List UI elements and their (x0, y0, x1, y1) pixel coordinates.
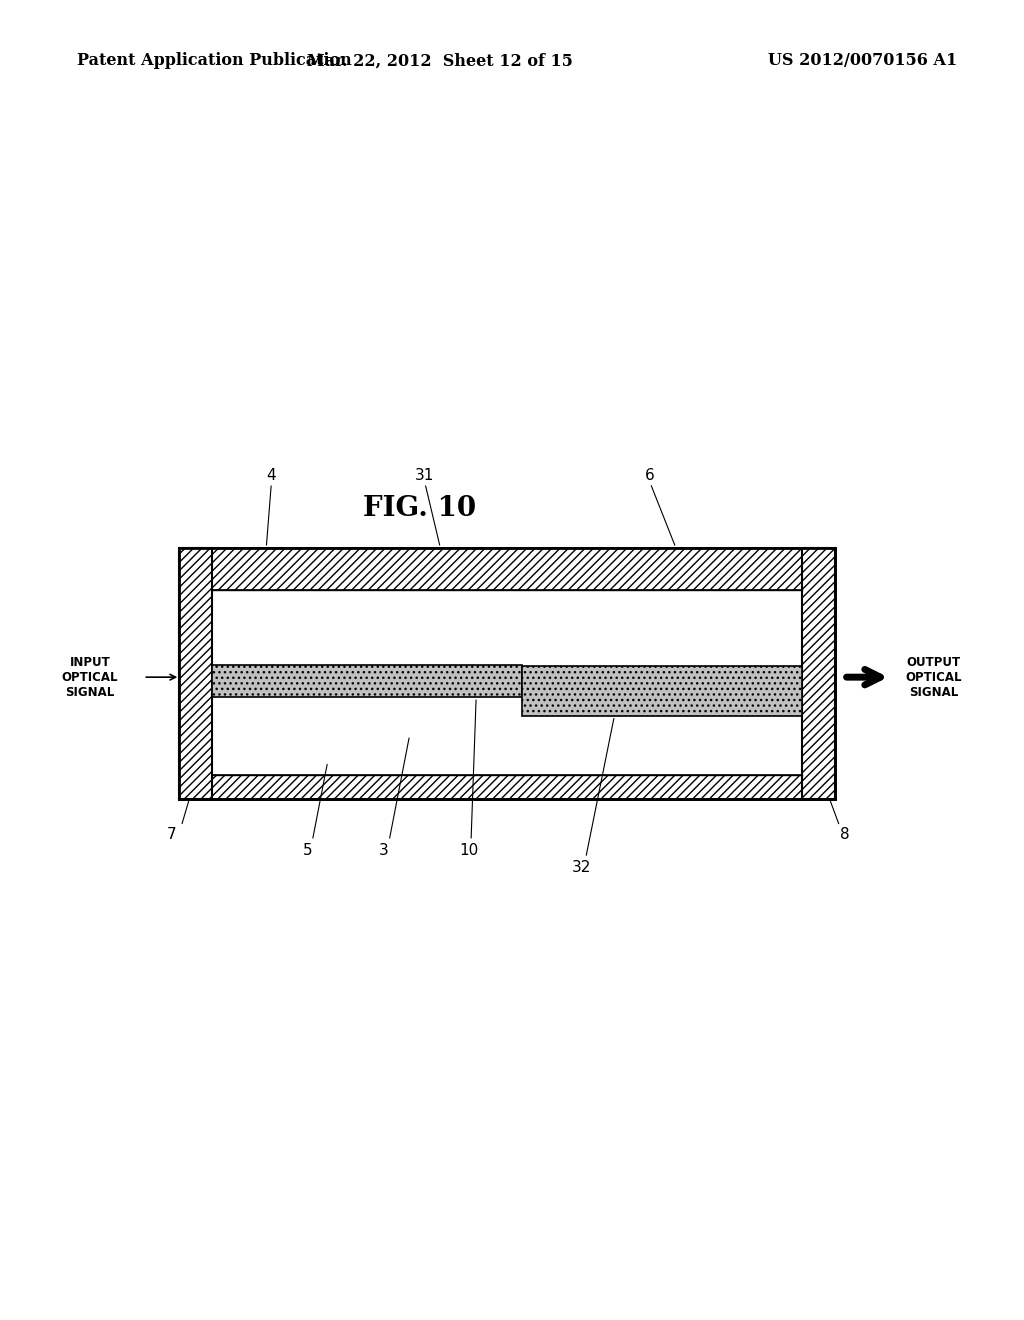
Text: 8: 8 (840, 826, 850, 842)
Text: Mar. 22, 2012  Sheet 12 of 15: Mar. 22, 2012 Sheet 12 of 15 (307, 53, 573, 69)
Text: 32: 32 (572, 859, 591, 875)
Bar (521, 665, 802, 715)
Text: 10: 10 (460, 842, 478, 858)
Text: 31: 31 (416, 467, 434, 483)
Text: 4: 4 (266, 467, 276, 483)
Text: OUTPUT
OPTICAL
SIGNAL: OUTPUT OPTICAL SIGNAL (905, 656, 963, 698)
Bar (212, 775, 802, 799)
Bar (179, 548, 835, 799)
Bar (179, 548, 212, 799)
Text: INPUT
OPTICAL
SIGNAL: INPUT OPTICAL SIGNAL (61, 656, 119, 698)
Text: 3: 3 (379, 842, 389, 858)
Text: FIG. 10: FIG. 10 (364, 495, 476, 521)
Text: 7: 7 (167, 826, 177, 842)
Bar (212, 590, 802, 775)
Bar (212, 665, 521, 697)
Text: 5: 5 (302, 842, 312, 858)
Bar (179, 548, 835, 799)
Text: US 2012/0070156 A1: US 2012/0070156 A1 (768, 53, 957, 69)
Text: Patent Application Publication: Patent Application Publication (77, 53, 351, 69)
Bar (802, 548, 835, 799)
Bar (212, 548, 802, 590)
Text: 6: 6 (645, 467, 655, 483)
